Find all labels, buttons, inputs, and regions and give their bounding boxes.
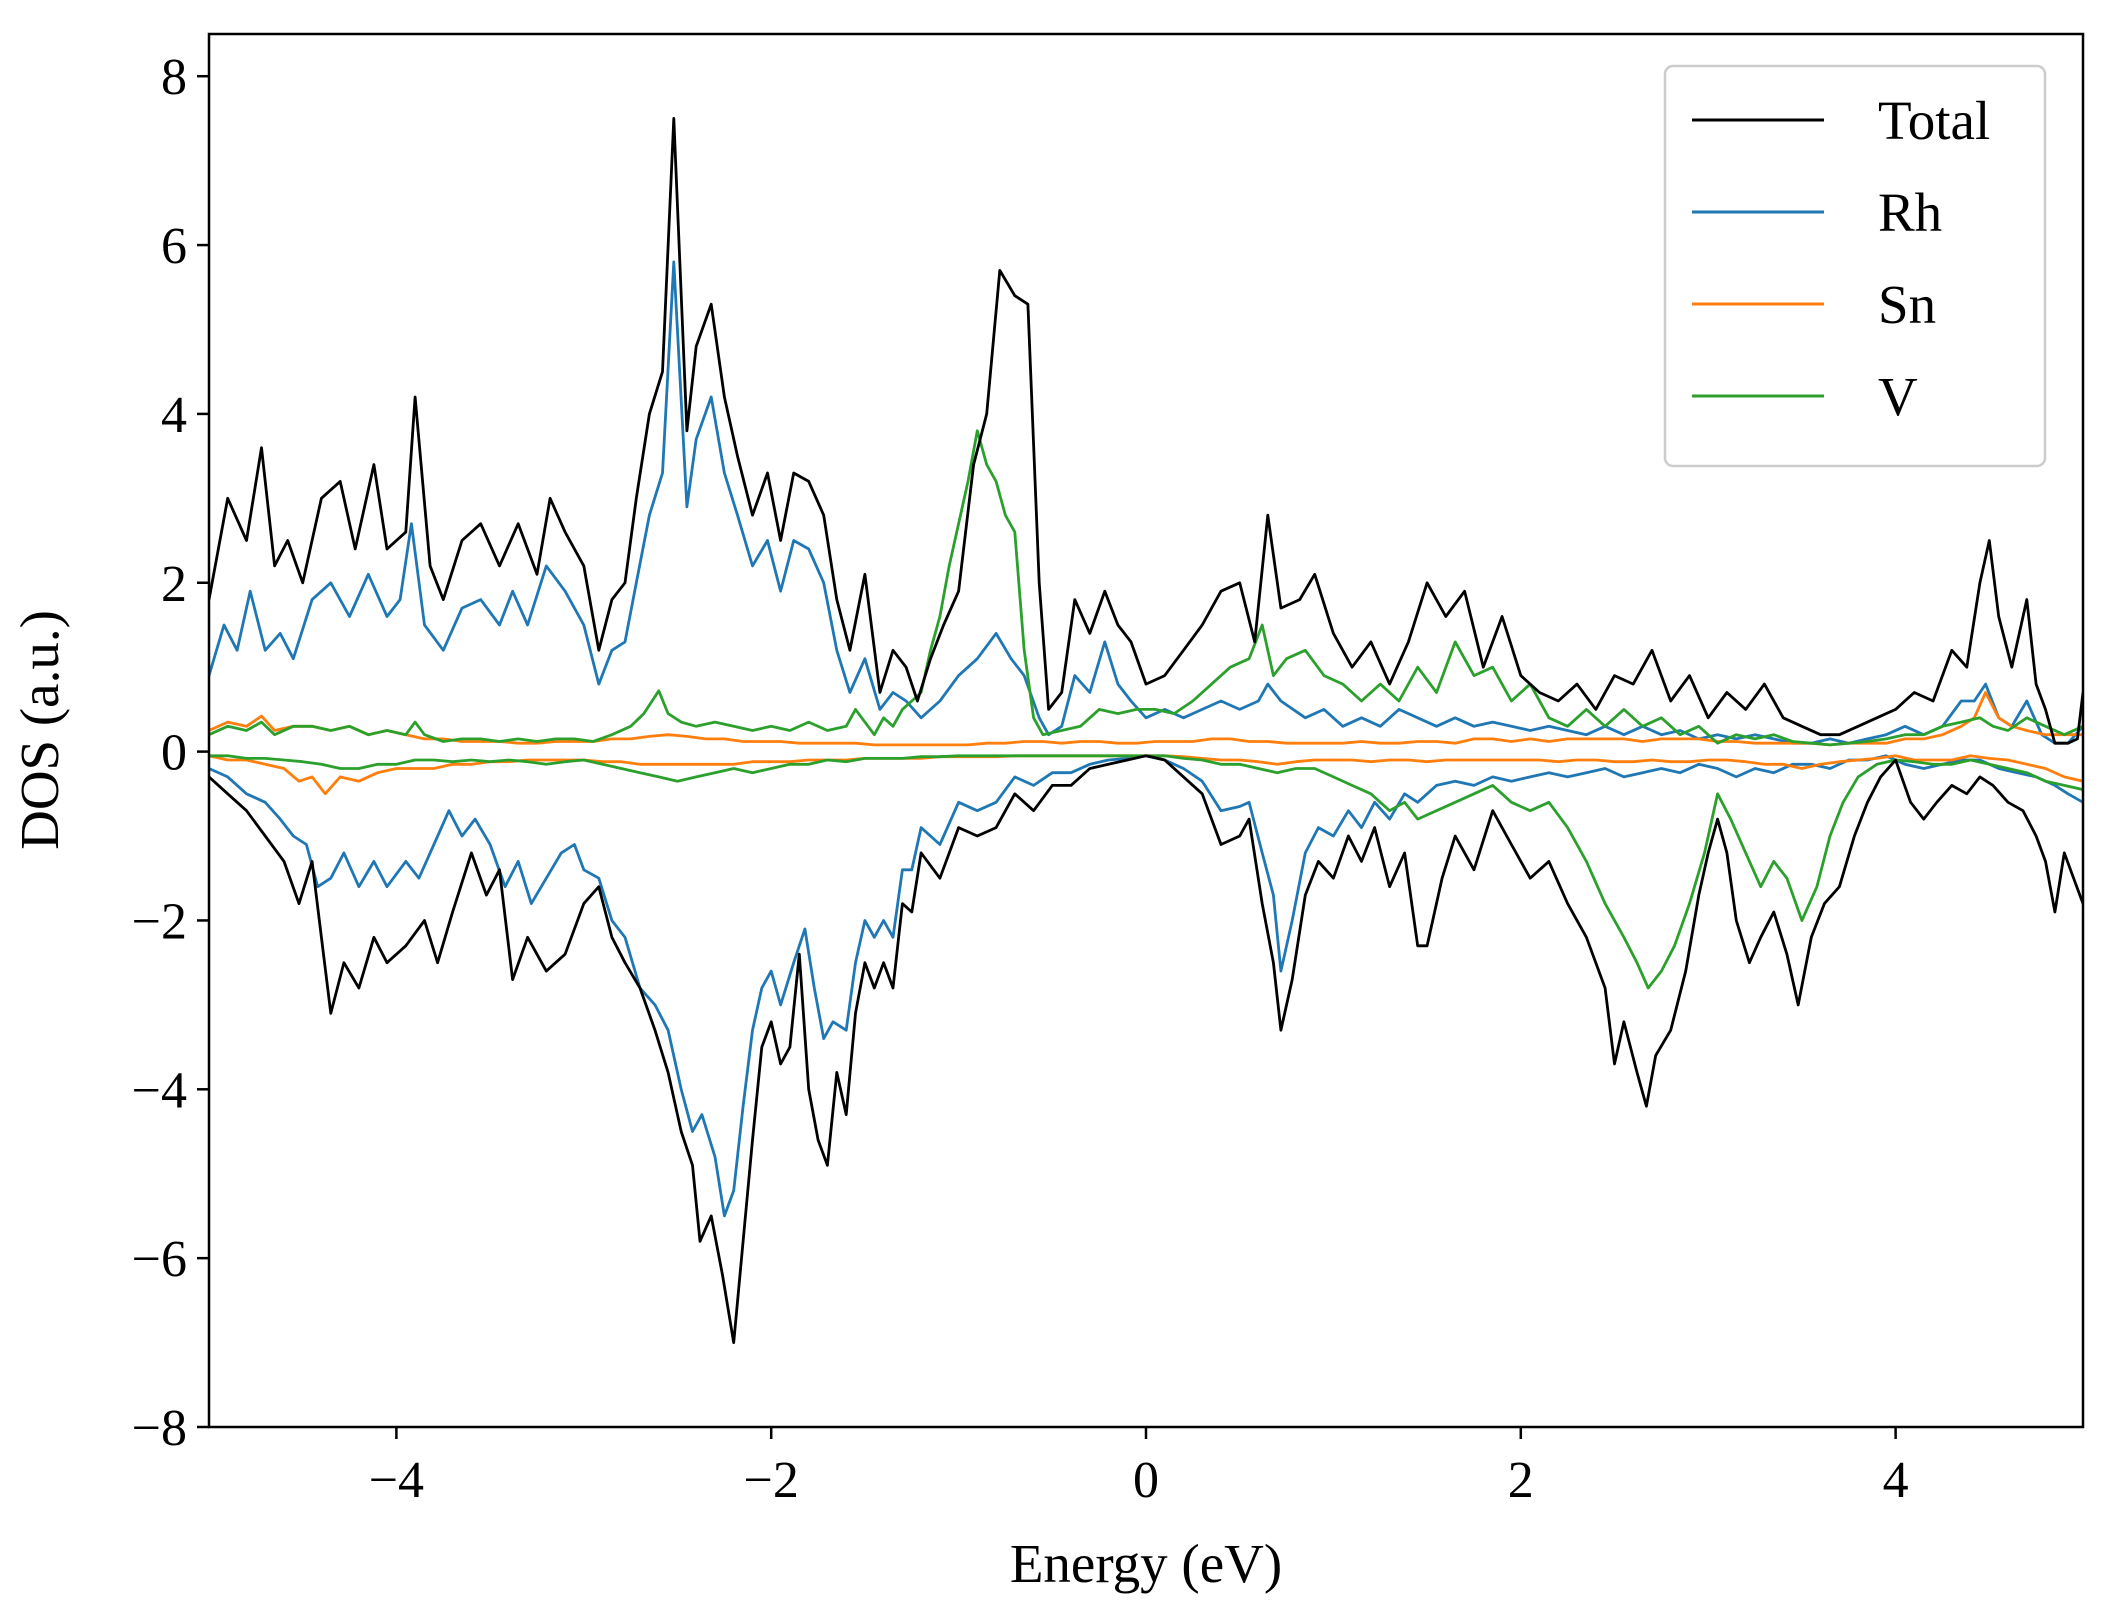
series-line-total-down [209, 754, 2083, 1344]
series-line-total-up [209, 117, 2083, 745]
y-tick-label: −8 [132, 1400, 187, 1457]
legend-label-sn: Sn [1878, 274, 1936, 335]
x-axis: −4 −2 0 2 4 [369, 1427, 1909, 1509]
x-tick-label: 0 [1133, 1452, 1159, 1509]
y-tick-label: −4 [132, 1062, 187, 1119]
series-line-v-down [209, 754, 2083, 990]
legend: Total Rh Sn V [1663, 64, 2047, 468]
legend-frame [1663, 64, 2047, 468]
y-tick-label: 6 [161, 218, 187, 275]
x-tick-label: 2 [1508, 1452, 1534, 1509]
y-tick-label: 8 [161, 49, 187, 106]
y-tick-label: −2 [132, 893, 187, 950]
legend-label-v: V [1878, 366, 1918, 427]
y-tick-label: 0 [161, 725, 187, 782]
series-layer [209, 117, 2083, 1344]
legend-label-rh: Rh [1878, 182, 1942, 243]
x-tick-label: −4 [369, 1452, 424, 1509]
y-tick-label: −6 [132, 1231, 187, 1288]
legend-label-total: Total [1878, 90, 1990, 151]
series-line-v-up [209, 429, 2083, 747]
x-axis-label: Energy (eV) [1010, 1533, 1282, 1594]
y-tick-label: 4 [161, 387, 187, 444]
x-tick-label: −2 [744, 1452, 799, 1509]
series-line-sn-up [209, 691, 2083, 747]
x-tick-label: 4 [1883, 1452, 1909, 1509]
y-tick-label: 2 [161, 556, 187, 613]
series-line-rh-down [209, 754, 2083, 1218]
y-axis: −8 −6 −4 −2 0 2 4 6 8 [132, 49, 209, 1457]
y-axis-label: DOS (a.u.) [9, 610, 70, 850]
